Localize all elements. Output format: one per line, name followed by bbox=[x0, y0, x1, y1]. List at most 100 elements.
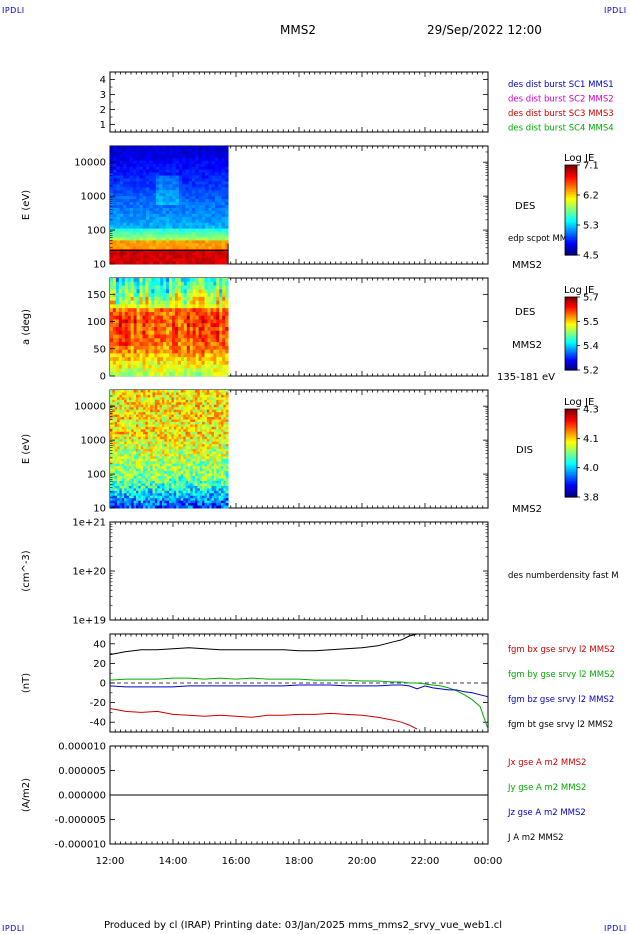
heatmap-cell bbox=[150, 456, 153, 460]
heatmap-cell bbox=[152, 449, 156, 452]
heatmap-cell bbox=[124, 439, 127, 443]
heatmap-cell bbox=[152, 216, 157, 221]
heatmap-cell bbox=[172, 163, 177, 168]
heatmap-cell bbox=[128, 478, 132, 482]
heatmap-cell bbox=[178, 190, 183, 194]
heatmap-cell bbox=[150, 471, 153, 474]
heatmap-cell bbox=[146, 231, 150, 235]
heatmap-cell bbox=[172, 166, 177, 170]
heatmap-cell bbox=[185, 225, 190, 229]
heatmap-cell bbox=[133, 429, 137, 433]
heatmap-cell bbox=[152, 476, 156, 479]
heatmap-cell bbox=[205, 146, 209, 150]
heatmap-cell bbox=[127, 304, 132, 309]
heatmap-cell bbox=[155, 252, 160, 256]
heatmap-cell bbox=[131, 500, 135, 504]
heatmap-cell bbox=[178, 154, 183, 159]
heatmap-cell bbox=[127, 330, 132, 335]
heatmap-cell bbox=[189, 285, 194, 290]
heatmap-cell bbox=[169, 444, 172, 447]
heatmap-cell bbox=[157, 505, 161, 509]
heatmap-cell bbox=[195, 225, 199, 229]
heatmap-cell bbox=[116, 205, 121, 209]
heatmap-cell bbox=[136, 163, 140, 168]
heatmap-cell bbox=[149, 154, 154, 159]
colorbar-cell bbox=[565, 322, 577, 325]
heatmap-cell bbox=[166, 426, 170, 430]
heatmap-cell bbox=[188, 258, 193, 262]
heatmap-cell bbox=[162, 237, 167, 241]
heatmap-cell bbox=[133, 407, 137, 411]
heatmap-cell bbox=[172, 319, 176, 324]
corner-label-top-right: IPDLI bbox=[604, 6, 627, 15]
heatmap-cell bbox=[114, 485, 118, 489]
heatmap-cell bbox=[169, 154, 173, 159]
heatmap-cell bbox=[172, 240, 177, 244]
heatmap-cell bbox=[113, 172, 117, 176]
heatmap-cell bbox=[169, 436, 172, 440]
heatmap-cell bbox=[187, 478, 191, 482]
heatmap-cell bbox=[183, 289, 188, 294]
heatmap-cell bbox=[128, 412, 132, 415]
heatmap-cell bbox=[133, 315, 137, 320]
heatmap-cell bbox=[211, 240, 216, 244]
heatmap-cell bbox=[113, 178, 117, 182]
heatmap-cell bbox=[132, 205, 137, 209]
heatmap-cell bbox=[205, 169, 209, 173]
heatmap-cell bbox=[126, 157, 131, 162]
heatmap-cell bbox=[143, 446, 146, 450]
heatmap-cell bbox=[142, 163, 147, 168]
heatmap-cell bbox=[143, 421, 146, 425]
heatmap-cell bbox=[205, 225, 209, 229]
heatmap-cell bbox=[169, 181, 173, 185]
heatmap-cell bbox=[123, 193, 127, 197]
heatmap-cell bbox=[117, 417, 120, 420]
heatmap-cell bbox=[162, 157, 167, 162]
heatmap-cell bbox=[166, 436, 170, 440]
heatmap-cell bbox=[183, 407, 186, 411]
heatmap-cell bbox=[128, 476, 132, 479]
heatmap-cell bbox=[216, 293, 220, 298]
heatmap-cell bbox=[130, 353, 135, 358]
heatmap-cell bbox=[110, 473, 113, 477]
heatmap-cell bbox=[159, 407, 163, 411]
heatmap-cell bbox=[164, 417, 168, 420]
heatmap-cell bbox=[126, 184, 131, 188]
heatmap-cell bbox=[124, 296, 129, 302]
heatmap-cell bbox=[165, 225, 170, 229]
heatmap-cell bbox=[195, 169, 199, 173]
heatmap-cell bbox=[143, 505, 146, 509]
heatmap-cell bbox=[140, 503, 144, 506]
heatmap-cell bbox=[131, 409, 135, 413]
heatmap-cell bbox=[208, 225, 213, 229]
heatmap-cell bbox=[136, 334, 140, 339]
heatmap-cell bbox=[154, 456, 158, 460]
colorbar-cell bbox=[565, 189, 577, 192]
heatmap-cell bbox=[185, 426, 189, 430]
heatmap-cell bbox=[165, 178, 170, 182]
heatmap-cell bbox=[157, 319, 161, 324]
heatmap-cell bbox=[192, 342, 197, 347]
heatmap-cell bbox=[192, 154, 196, 159]
heatmap-cell bbox=[157, 473, 161, 477]
heatmap-cell bbox=[126, 181, 131, 185]
heatmap-cell bbox=[180, 480, 184, 484]
heatmap-cell bbox=[154, 390, 158, 393]
heatmap-cell bbox=[166, 495, 170, 499]
colorbar-cell bbox=[565, 165, 577, 168]
heatmap-cell bbox=[185, 175, 190, 179]
heatmap-cell bbox=[140, 444, 144, 447]
heatmap-cell bbox=[110, 490, 113, 494]
heatmap-cell bbox=[169, 463, 172, 467]
heatmap-cell bbox=[195, 184, 199, 188]
heatmap-cell bbox=[139, 154, 144, 159]
heatmap-cell bbox=[164, 493, 168, 497]
heatmap-cell bbox=[121, 421, 125, 425]
heatmap-cell bbox=[183, 436, 186, 440]
heatmap-cell bbox=[135, 463, 139, 467]
heatmap-cell bbox=[188, 216, 193, 221]
heatmap-cell bbox=[159, 205, 163, 209]
heatmap-cell bbox=[169, 505, 172, 509]
heatmap-cell bbox=[166, 441, 170, 445]
heatmap-cell bbox=[118, 308, 123, 313]
